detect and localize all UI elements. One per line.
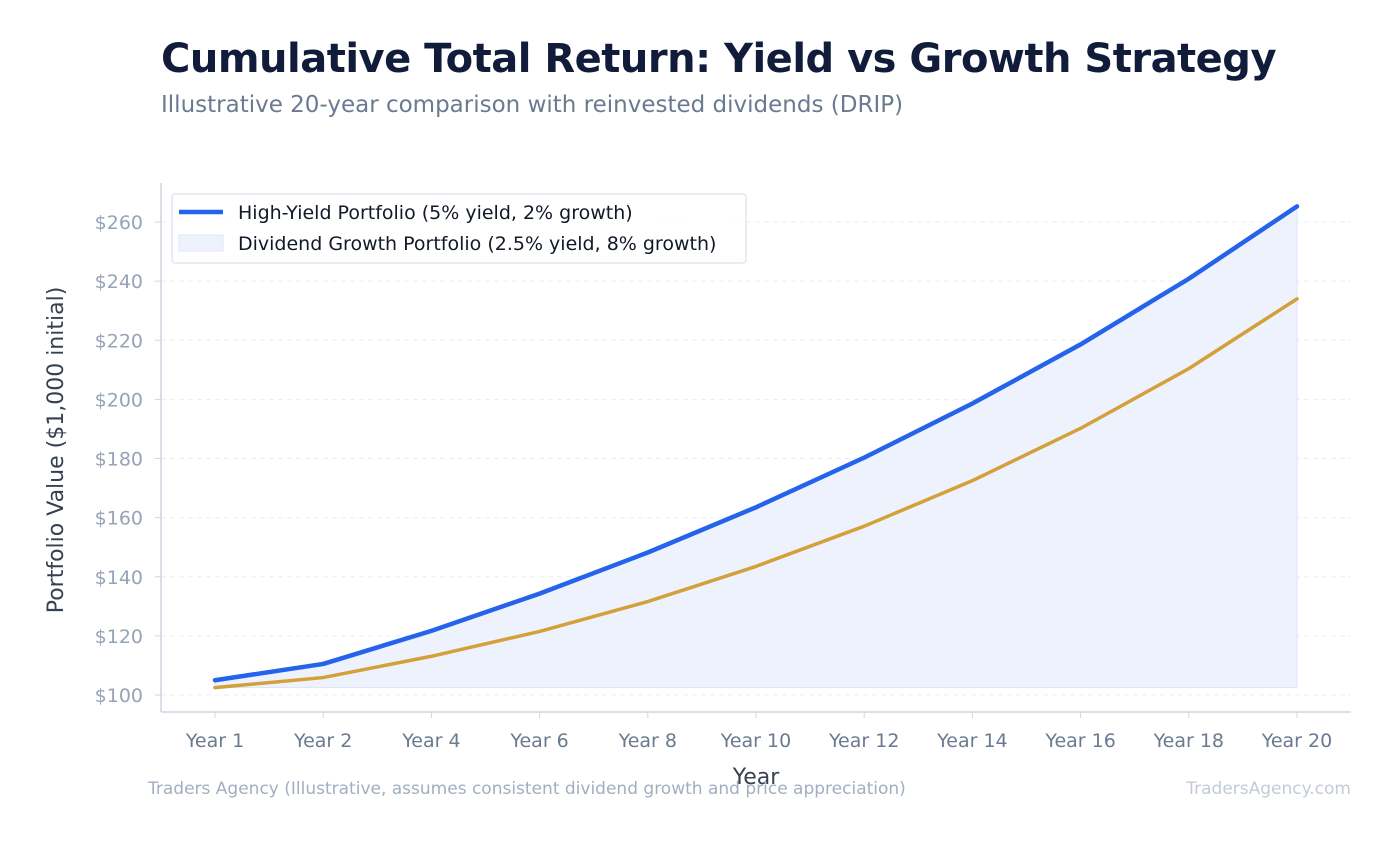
x-tick-label: Year 6 <box>509 730 568 752</box>
legend: High-Yield Portfolio (5% yield, 2% growt… <box>171 193 747 264</box>
x-tick-label: Year 14 <box>936 730 1007 752</box>
legend-label-high-yield: High-Yield Portfolio (5% yield, 2% growt… <box>238 202 633 224</box>
series-lines <box>212 204 1300 690</box>
x-tick-label: Year 2 <box>293 730 352 752</box>
area-between-series <box>214 205 1298 689</box>
legend-label-dividend-growth: Dividend Growth Portfolio (2.5% yield, 8… <box>238 233 716 255</box>
legend-swatch-dividend-growth <box>178 234 224 252</box>
series-line-high-yield <box>212 204 1300 683</box>
x-tick-label: Year 10 <box>720 730 791 752</box>
y-tick-label: $260 <box>95 212 143 234</box>
x-tick-label: Year 12 <box>828 730 899 752</box>
chart-title: Cumulative Total Return: Yield vs Growth… <box>161 36 1277 82</box>
chart-subtitle: Illustrative 20-year comparison with rei… <box>161 92 904 118</box>
legend-box <box>171 193 747 264</box>
y-tick-label: $100 <box>95 685 143 707</box>
y-tick-label: $120 <box>95 626 143 648</box>
y-tick-label: $160 <box>95 508 143 530</box>
fill-between-area <box>214 205 1298 689</box>
x-tick-label: Year 4 <box>401 730 460 752</box>
y-tick-label: $240 <box>95 271 143 293</box>
y-axis-label: Portfolio Value ($1,000 initial) <box>44 287 69 614</box>
x-tick-labels: Year 1 Year 2 Year 4 Year 6 Year 8 Year 10 Yea… <box>185 712 1332 752</box>
x-tick-label: Year 16 <box>1044 730 1115 752</box>
y-tick-labels: $100 $120 $140 $160 $180 $200 $220 $240 $260 <box>95 212 161 707</box>
source-note: Traders Agency (Illustrative, assumes co… <box>148 779 906 799</box>
y-tick-label: $180 <box>95 449 143 471</box>
series-line-dividend-growth <box>213 297 1299 690</box>
brand-watermark: TradersAgency.com <box>1186 779 1351 799</box>
x-tick-label: Year 8 <box>618 730 677 752</box>
x-tick-label: Year 20 <box>1261 730 1332 752</box>
y-tick-label: $220 <box>95 330 143 352</box>
x-tick-label: Year 1 <box>185 730 244 752</box>
x-tick-label: Year 18 <box>1153 730 1224 752</box>
y-tick-label: $200 <box>95 389 143 411</box>
x-axis-label: Year <box>732 765 781 790</box>
y-tick-label: $140 <box>95 567 143 589</box>
